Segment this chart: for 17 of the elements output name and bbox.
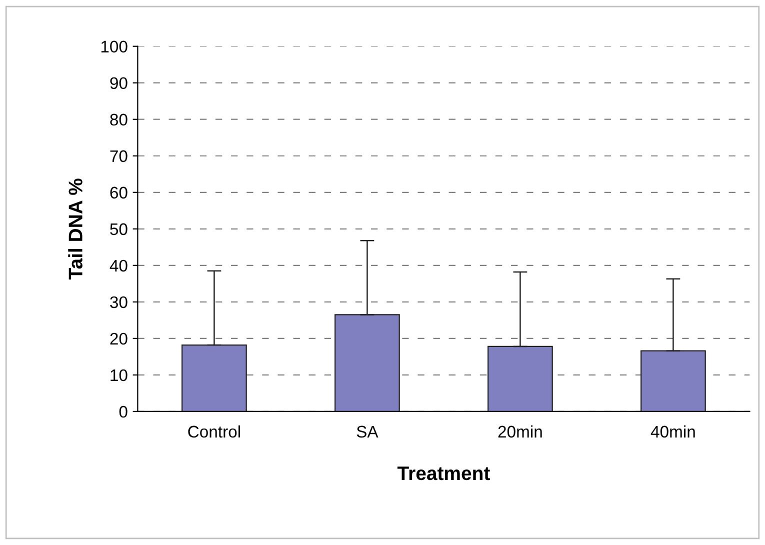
x-axis-title: Treatment xyxy=(397,466,490,480)
y-axis-title: Tail DNA % xyxy=(68,178,82,280)
y-tick-label: 70 xyxy=(110,150,128,162)
y-tick-label: 100 xyxy=(101,40,128,53)
y-tick-label: 20 xyxy=(110,332,128,345)
x-tick-label: 20min xyxy=(498,425,542,438)
y-tick-label: 0 xyxy=(119,406,128,418)
x-tick-label: Control xyxy=(188,425,240,438)
y-tick-label: 60 xyxy=(110,186,128,199)
y-tick-label: 80 xyxy=(110,114,128,126)
x-tick-label: 40min xyxy=(650,425,695,438)
y-tick-label: 90 xyxy=(110,77,128,90)
y-tick-label: 30 xyxy=(110,296,128,308)
x-tick-label: SA xyxy=(356,426,378,438)
y-tick-label: 40 xyxy=(110,260,128,272)
y-tick-label: 50 xyxy=(110,223,128,236)
y-tick-label: 10 xyxy=(110,369,128,382)
